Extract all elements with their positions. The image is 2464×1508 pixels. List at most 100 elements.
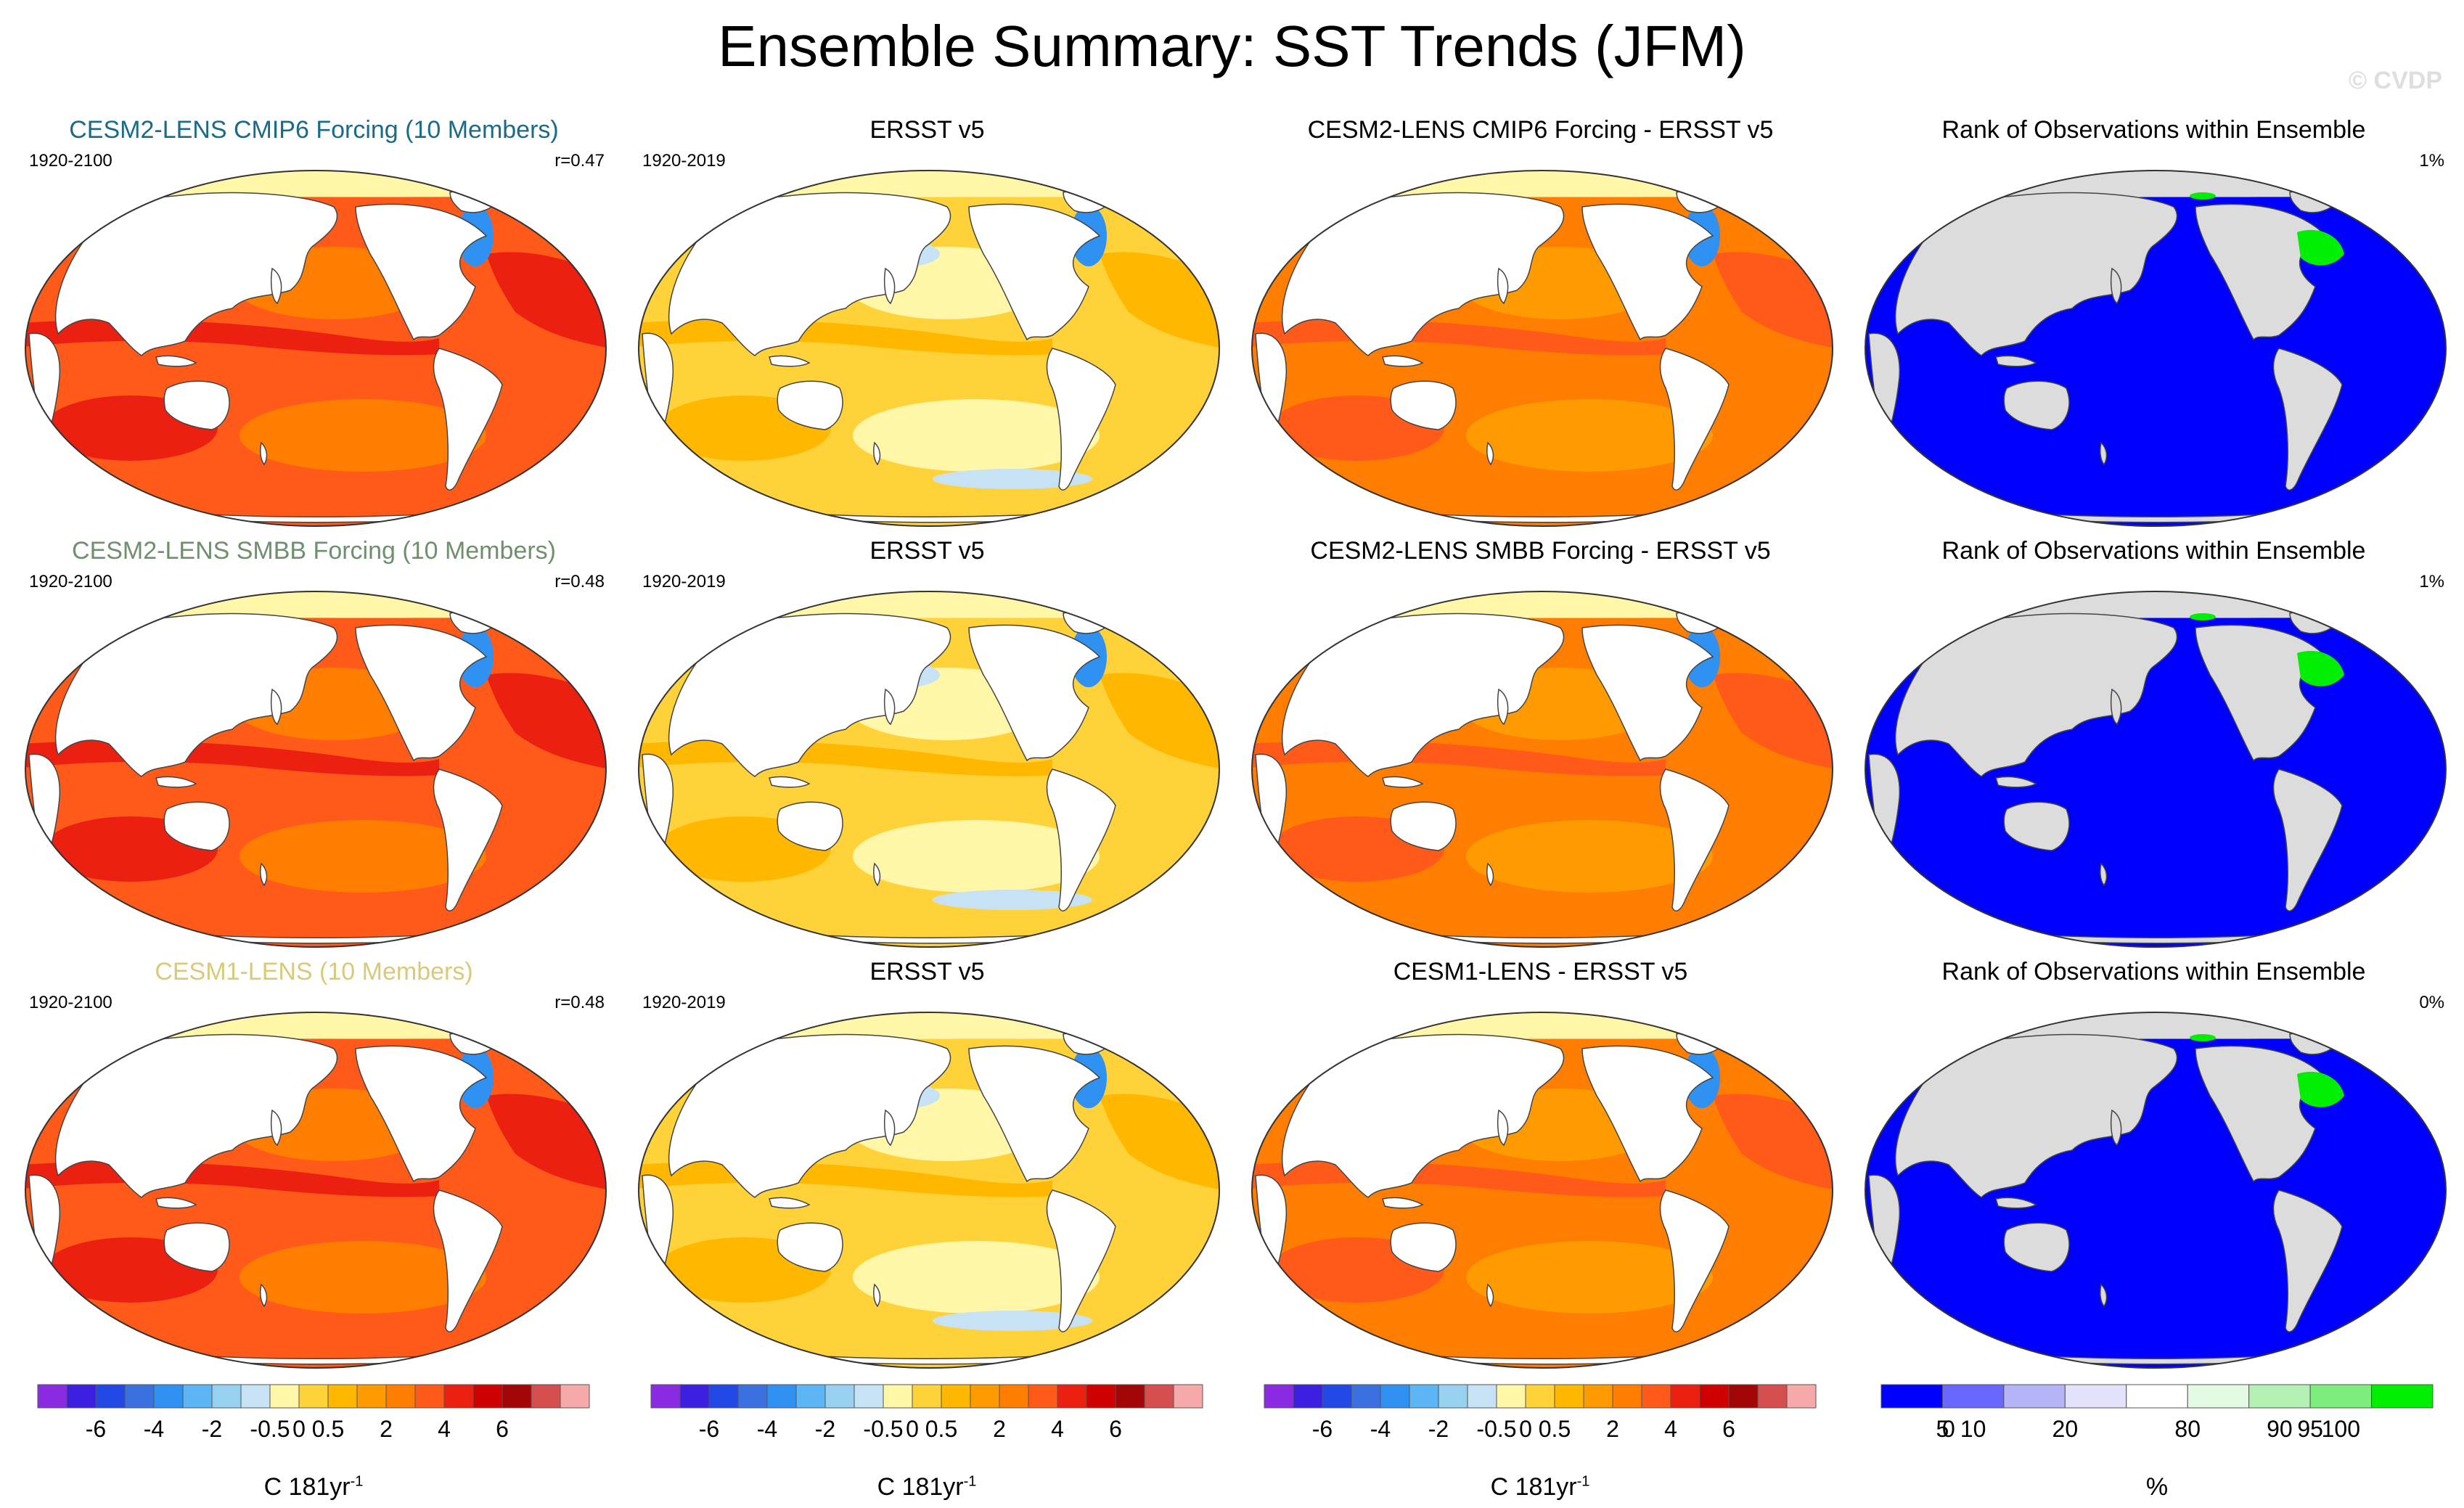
land-australia: [2003, 801, 2070, 851]
arctic-green-patch: [2190, 192, 2216, 200]
land-asia: [668, 192, 951, 356]
land-newzealand: [873, 1283, 881, 1308]
colorbar-tick-label: 80: [2174, 1416, 2201, 1442]
south-pacific-mild-region: [853, 820, 1100, 893]
land-australia: [1390, 1222, 1457, 1272]
map-layers: [1865, 171, 2446, 526]
colorbar-tick-label: 95: [2297, 1416, 2323, 1442]
map-layers: [639, 1012, 1219, 1368]
colorbar-swatch: [970, 1384, 1000, 1409]
rank-percent: 1%: [2419, 572, 2444, 591]
trend-colorbar-3: -6 -4 -2 -0.5 0 0.5 2 4 6 C 181yr-1: [1264, 1384, 1817, 1508]
land-japan: [883, 688, 896, 726]
trend-colorbar-2: -6 -4 -2 -0.5 0 0.5 2 4 6 C 181yr-1: [650, 1384, 1203, 1508]
panel-title: ERSST v5: [869, 537, 985, 565]
atlantic-warm-region: [486, 673, 606, 769]
colorbar-swatch: [66, 1384, 97, 1409]
arctic-region: [639, 171, 1219, 197]
colorbar-swatch: [1086, 1384, 1116, 1409]
land-australia: [2003, 1222, 2070, 1272]
north-atlantic-green-region: [2297, 229, 2344, 266]
panel-r1-obs: ERSST v5 1920-2019: [628, 116, 1227, 533]
land-indonesia: [155, 1197, 197, 1209]
cvdp-watermark: © CVDP: [2349, 67, 2442, 94]
land-samerica: [2272, 1189, 2343, 1332]
colorbar-swatch: [1173, 1384, 1203, 1409]
map-border: [1865, 170, 2447, 527]
colorbar-tick-label: -0.5: [250, 1416, 290, 1442]
land-asia: [54, 612, 338, 777]
land-newzealand: [1486, 441, 1494, 466]
land-asia: [1894, 612, 2178, 777]
colorbar-swatch: [912, 1384, 942, 1409]
land-indonesia: [155, 776, 197, 788]
land-indonesia: [155, 355, 197, 367]
panel-r3-diff: CESM1-LENS - ERSST v5: [1241, 958, 1840, 1375]
colorbar-swatch: [854, 1384, 884, 1409]
panel-title: CESM2-LENS SMBB Forcing (10 Members): [72, 537, 556, 565]
land-newzealand: [873, 441, 881, 466]
map-border: [1251, 1012, 1833, 1369]
land-japan: [270, 267, 282, 305]
panel-r3-rank: Rank of Observations within Ensemble 0%: [1854, 958, 2453, 1375]
arctic-region: [25, 1012, 606, 1039]
panel-title: Rank of Observations within Ensemble: [1941, 537, 2366, 565]
land-asia: [1281, 1033, 1565, 1198]
colorbar-tick-label: -2: [815, 1416, 835, 1442]
colorbar-swatch: [2248, 1384, 2311, 1409]
panel-r3-obs: ERSST v5 1920-2019: [628, 958, 1227, 1375]
colorbar-tick-label: -2: [1428, 1416, 1449, 1442]
land-asia: [1894, 192, 2178, 356]
colorbar-swatch: [737, 1384, 768, 1409]
sst-trend-map: [25, 591, 607, 948]
colorbar-swatch: [1351, 1384, 1381, 1409]
colorbar-swatch: [1583, 1384, 1613, 1409]
units-exponent: -1: [1576, 1473, 1590, 1490]
panel-r1-diff: CESM2-LENS CMIP6 Forcing - ERSST v5: [1241, 116, 1840, 533]
land-japan: [1497, 1109, 1509, 1147]
panel-r1-rank: Rank of Observations within Ensemble 1%: [1854, 116, 2453, 533]
colorbar-swatch: [766, 1384, 797, 1409]
map-layers: [639, 171, 1219, 526]
south-pacific-mild-region: [1466, 820, 1713, 893]
land-japan: [270, 1109, 282, 1147]
colorbar-units: %: [2145, 1473, 2169, 1501]
colorbar-swatch: [153, 1384, 184, 1409]
units-text: C 181yr: [1490, 1473, 1577, 1501]
land-newzealand: [873, 862, 881, 887]
land-asia: [1281, 192, 1565, 356]
colorbar-swatch: [1380, 1384, 1410, 1409]
colorbar-swatch: [1322, 1384, 1352, 1409]
units-text: C 181yr: [263, 1473, 351, 1501]
atlantic-warm-region: [486, 1094, 606, 1190]
colorbar-swatch: [1941, 1384, 2005, 1409]
land-australia: [777, 1222, 843, 1272]
colorbar-tick-label: -6: [1312, 1416, 1333, 1442]
colorbar-swatch: [269, 1384, 300, 1409]
land-samerica: [1659, 769, 1730, 911]
panel-title: ERSST v5: [869, 958, 985, 985]
south-pacific-mild-region: [1466, 399, 1713, 472]
sst-diff-map: [1251, 591, 1833, 948]
land-indonesia: [1382, 1197, 1424, 1209]
land-australia: [1390, 380, 1457, 430]
panel-r3-model: CESM1-LENS (10 Members) 1920-2100 r=0.48: [15, 958, 613, 1375]
colorbar-swatch: [1880, 1384, 1943, 1409]
colorbar-units: C 181yr-1: [1264, 1473, 1816, 1501]
colorbar-swatch: [999, 1384, 1029, 1409]
land-indonesia: [769, 355, 811, 367]
atlantic-warm-region: [1100, 673, 1219, 769]
colorbar-swatch: [124, 1384, 155, 1409]
sst-trend-map: [638, 591, 1220, 948]
pattern-correlation: r=0.48: [554, 993, 605, 1012]
colorbar-scale: -6 -4 -2 -0.5 0 0.5 2 4 6: [1264, 1384, 1817, 1442]
land-newzealand: [260, 1283, 268, 1308]
land-namerica: [968, 1045, 1101, 1183]
south-pacific-mild-region: [1466, 1241, 1713, 1314]
colorbar-units: C 181yr-1: [651, 1473, 1203, 1501]
colorbar-swatch: [1409, 1384, 1439, 1409]
land-asia: [668, 612, 951, 777]
colorbar-tick-label: 0: [1942, 1416, 1955, 1442]
rank-percent: 1%: [2419, 151, 2444, 171]
colorbar-swatch: [298, 1384, 329, 1409]
